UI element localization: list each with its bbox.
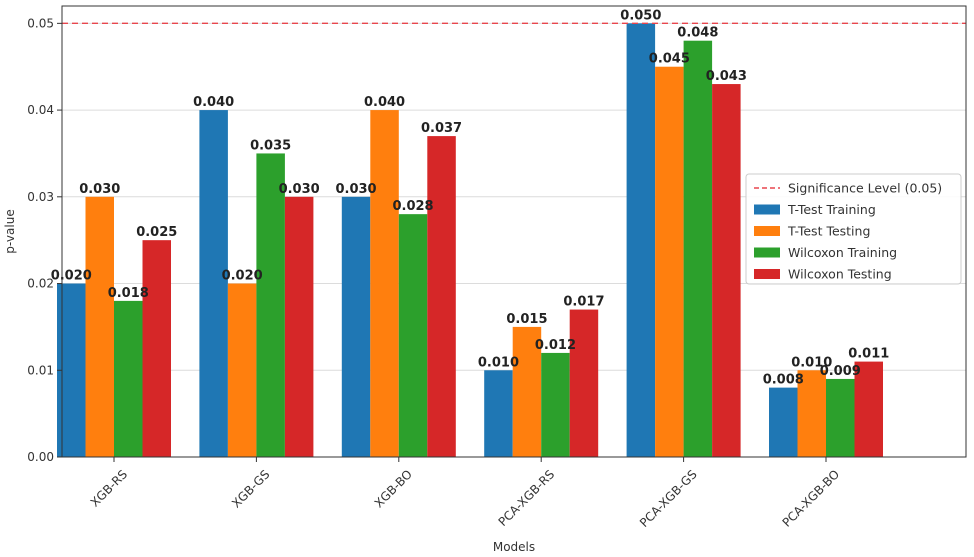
x-tick-label: PCA-XGB-RS (496, 467, 558, 529)
data-label: 0.030 (335, 182, 376, 197)
x-tick-label: PCA-XGB-BO (780, 467, 843, 530)
y-axis-label: p-value (3, 209, 17, 253)
data-label: 0.018 (108, 286, 149, 301)
legend-box (745, 173, 962, 285)
y-tick-label: 0.03 (27, 190, 54, 204)
bar (398, 214, 428, 457)
data-label: 0.040 (193, 95, 234, 110)
bar (854, 361, 883, 457)
data-label: 0.011 (848, 347, 889, 362)
y-tick-label: 0.05 (27, 16, 54, 30)
bars (57, 23, 883, 458)
legend-label: Wilcoxon Testing (788, 267, 892, 282)
bar (655, 66, 684, 457)
bar (797, 370, 826, 457)
legend-swatch (754, 269, 780, 279)
legend-swatch (754, 226, 780, 236)
x-tick-label: XGB-RS (88, 467, 130, 509)
bar (284, 196, 314, 458)
bar (569, 309, 599, 457)
data-label: 0.030 (79, 182, 120, 197)
y-tick-label: 0.01 (27, 363, 54, 377)
bar (370, 110, 399, 458)
data-label: 0.043 (706, 69, 747, 84)
data-label: 0.048 (677, 26, 718, 41)
data-label: 0.009 (820, 364, 861, 379)
plot-frame (61, 5, 967, 458)
data-label: 0.008 (763, 373, 804, 388)
data-label: 0.030 (279, 182, 320, 197)
data-label: 0.010 (478, 355, 519, 370)
bar (541, 352, 570, 457)
bar (484, 370, 513, 457)
data-label: 0.035 (250, 138, 291, 153)
bar (85, 196, 114, 458)
bar (769, 387, 798, 457)
data-label: 0.028 (392, 199, 433, 214)
y-tick-label: 0.00 (27, 450, 54, 464)
bar (199, 110, 228, 458)
legend-label: Wilcoxon Training (788, 245, 897, 260)
bar (142, 240, 171, 457)
data-label: 0.015 (506, 312, 547, 327)
bar (227, 283, 257, 457)
data-label: 0.037 (421, 121, 462, 136)
data-labels: 0.020 0.030 0.018 0.025 0.040 0.020 0.035 0.030… (51, 8, 890, 387)
bar (626, 23, 656, 457)
data-label: 0.040 (364, 95, 405, 110)
data-label: 0.017 (563, 295, 604, 310)
bar (712, 84, 741, 458)
x-axis-label: Models (493, 540, 535, 554)
data-label: 0.045 (649, 52, 690, 67)
data-label: 0.012 (535, 338, 576, 353)
data-label: 0.020 (222, 269, 263, 284)
legend-label: T-Test Testing (787, 224, 870, 239)
y-tick-label: 0.02 (27, 277, 54, 291)
data-label: 0.050 (620, 8, 661, 23)
bar (683, 40, 713, 457)
bar (341, 196, 371, 458)
data-label: 0.025 (136, 225, 177, 240)
bar (427, 136, 456, 457)
y-tick-label: 0.04 (27, 103, 54, 117)
bar (512, 326, 542, 457)
bar (114, 300, 143, 457)
x-tick-label: XGB-GS (229, 467, 272, 510)
x-tick-label: PCA-XGB-GS (637, 467, 700, 530)
data-label: 0.010 (791, 355, 832, 370)
legend-swatch (754, 204, 780, 215)
x-tick-label: XGB-BO (372, 467, 415, 510)
bar (256, 153, 285, 457)
legend-label: T-Test Training (787, 202, 876, 217)
legend-swatch (754, 247, 780, 258)
legend: Significance Level (0.05) T-Test Training… (745, 173, 962, 285)
bar (826, 378, 855, 457)
legend-label: Significance Level (0.05) (788, 181, 942, 196)
data-label: 0.020 (51, 269, 92, 284)
